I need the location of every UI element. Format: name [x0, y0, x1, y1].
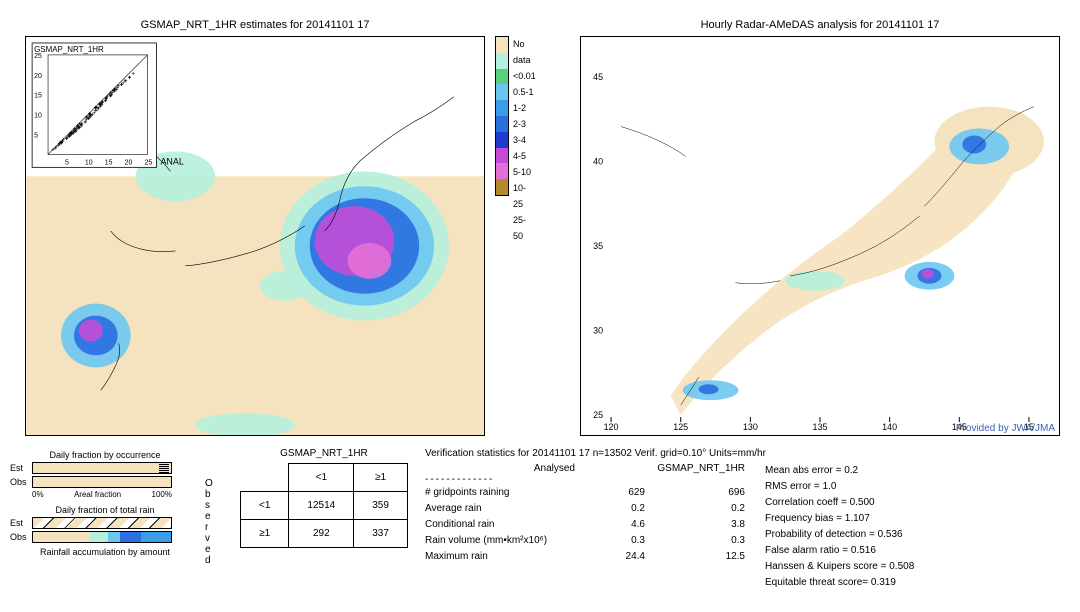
verif-title: Verification statistics for 20141101 17 …: [425, 448, 1065, 459]
legend-label: 25-50: [513, 212, 536, 244]
svg-text:125: 125: [673, 422, 688, 432]
gsmap-svg: GSMAP_NRT_1HR 5 5 10 10 15 15 20 20 25 25 ANAL: [26, 37, 484, 435]
svg-text:135: 135: [813, 422, 828, 432]
gsmap-title: GSMAP_NRT_1HR estimates for 20141101 17: [26, 19, 484, 31]
radar-panel: Hourly Radar-AMeDAS analysis for 2014110…: [580, 36, 1060, 436]
obs-rain-bar: [32, 531, 172, 543]
totalrain-title: Daily fraction of total rain: [10, 505, 200, 515]
scale-right: 100%: [152, 490, 172, 499]
legend-label: 10-25: [513, 180, 536, 212]
stat-line: False alarm ratio = 0.516: [765, 543, 914, 559]
occurrence-title: Daily fraction by occurrence: [10, 450, 200, 460]
obs-label: Obs: [10, 477, 32, 487]
fraction-bars: Daily fraction by occurrence Est Obs 0% …: [10, 448, 200, 559]
legend-label: 4-5: [513, 148, 536, 164]
legend-label: <0.01: [513, 68, 536, 84]
radar-title: Hourly Radar-AMeDAS analysis for 2014110…: [581, 19, 1059, 31]
provided-by: Provided by JWA/JMA: [956, 423, 1055, 434]
stat-line: Equitable threat score= 0.319: [765, 575, 914, 591]
svg-text:15: 15: [34, 93, 42, 100]
svg-text:20: 20: [125, 159, 133, 166]
svg-text:25: 25: [593, 410, 603, 420]
stat-line: Frequency bias = 1.107: [765, 511, 914, 527]
verif-row: # gridpoints raining629696: [425, 485, 745, 501]
verification-stats: Verification statistics for 20141101 17 …: [425, 448, 1065, 591]
legend-label: No data: [513, 36, 536, 68]
legend-label: 2-3: [513, 116, 536, 132]
accum-title: Rainfall accumulation by amount: [10, 547, 200, 557]
radar-svg: 12012513013514014515 2530354045: [581, 37, 1059, 435]
verif-sep: -------------: [425, 474, 745, 485]
svg-text:ANAL: ANAL: [160, 156, 183, 166]
cell-10: 292: [289, 520, 354, 548]
stat-line: RMS error = 1.0: [765, 479, 914, 495]
vcol2: GSMAP_NRT_1HR: [645, 463, 745, 474]
cont-title: GSMAP_NRT_1HR: [240, 448, 408, 459]
svg-text:5: 5: [34, 132, 38, 139]
svg-text:120: 120: [604, 422, 619, 432]
legend-label: 3-4: [513, 132, 536, 148]
svg-text:25: 25: [34, 53, 42, 60]
scale-mid: Areal fraction: [74, 490, 121, 499]
svg-text:30: 30: [593, 326, 603, 336]
svg-text:40: 40: [593, 156, 603, 166]
svg-text:15: 15: [105, 159, 113, 166]
cell-00: 12514: [289, 492, 354, 520]
color-legend: No data<0.010.5-11-22-33-44-55-1010-2525…: [495, 36, 509, 196]
verif-row: Average rain0.20.2: [425, 501, 745, 517]
stat-line: Hanssen & Kuipers score = 0.508: [765, 559, 914, 575]
stat-line: Correlation coeff = 0.500: [765, 495, 914, 511]
col-h1: <1: [289, 464, 354, 492]
svg-text:25: 25: [145, 159, 153, 166]
scale-left: 0%: [32, 490, 44, 499]
verif-row: Conditional rain4.63.8: [425, 517, 745, 533]
est-label: Est: [10, 463, 32, 473]
cell-11: 337: [354, 520, 408, 548]
gsmap-panel: GSMAP_NRT_1HR estimates for 20141101 17 …: [25, 36, 485, 436]
est-occ-bar: [32, 462, 172, 474]
svg-text:10: 10: [34, 113, 42, 120]
row-h2: ≥1: [241, 520, 289, 548]
svg-text:10: 10: [85, 159, 93, 166]
legend-label: 0.5-1: [513, 84, 536, 100]
verif-row: Maximum rain24.412.5: [425, 549, 745, 565]
svg-text:35: 35: [593, 241, 603, 251]
legend-label: 1-2: [513, 100, 536, 116]
legend-label: 5-10: [513, 164, 536, 180]
inset-label: GSMAP_NRT_1HR: [34, 45, 104, 54]
observed-label: Observed: [205, 478, 213, 566]
svg-text:45: 45: [593, 72, 603, 82]
svg-text:20: 20: [34, 73, 42, 80]
svg-text:140: 140: [882, 422, 897, 432]
svg-text:130: 130: [743, 422, 758, 432]
cell-01: 359: [354, 492, 408, 520]
est-rain-bar: [32, 517, 172, 529]
svg-text:5: 5: [65, 159, 69, 166]
contingency-table: GSMAP_NRT_1HR <1 ≥1 <1 12514 359 ≥1 292 …: [240, 448, 408, 548]
row-h1: <1: [241, 492, 289, 520]
verif-row: Rain volume (mm•km²x10⁶)0.30.3: [425, 533, 745, 549]
obs-occ-bar: [32, 476, 172, 488]
col-h2: ≥1: [354, 464, 408, 492]
stat-line: Mean abs error = 0.2: [765, 463, 914, 479]
vcol1: Analysed: [425, 463, 585, 474]
stat-line: Probability of detection = 0.536: [765, 527, 914, 543]
